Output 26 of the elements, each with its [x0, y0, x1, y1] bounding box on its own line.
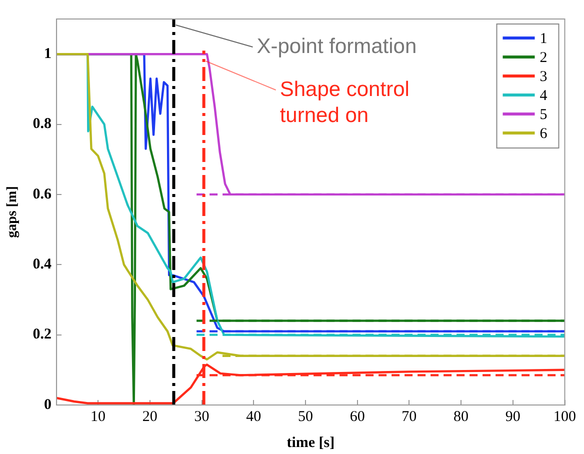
x-tick-label: 60 — [350, 408, 365, 425]
x-tick-label: 100 — [554, 408, 576, 425]
legend-label: 3 — [540, 68, 548, 85]
y-tick-label: 1 — [44, 46, 52, 62]
y-tick-label: 0.8 — [32, 116, 52, 132]
legend-label: 2 — [540, 50, 548, 66]
x-tick-label: 30 — [194, 408, 210, 425]
x-tick-label: 50 — [298, 408, 313, 425]
legend-label: 1 — [540, 30, 548, 47]
ref-line-label: X-point formation — [256, 34, 417, 58]
x-tick-label: 40 — [246, 408, 262, 425]
ref-line-label: Shape control turned on — [280, 78, 410, 127]
legend-label: 4 — [540, 88, 548, 104]
legend-label: 6 — [540, 126, 548, 142]
x-tick-label: 90 — [505, 408, 520, 425]
x-axis-title: time [s] — [286, 434, 335, 451]
x-tick-label: 20 — [142, 408, 158, 425]
x-tick-label: 80 — [454, 408, 469, 425]
x-tick-label: 10 — [90, 408, 106, 425]
legend-label: 5 — [540, 106, 548, 123]
y-tick-label: 0.4 — [32, 256, 52, 273]
x-tick-label: 70 — [402, 408, 417, 425]
y-axis-title: gaps [m] — [5, 186, 20, 238]
y-tick-label: 0 — [44, 396, 52, 413]
y-tick-label: 0.6 — [32, 186, 52, 202]
y-tick-label: 0.2 — [32, 326, 52, 343]
